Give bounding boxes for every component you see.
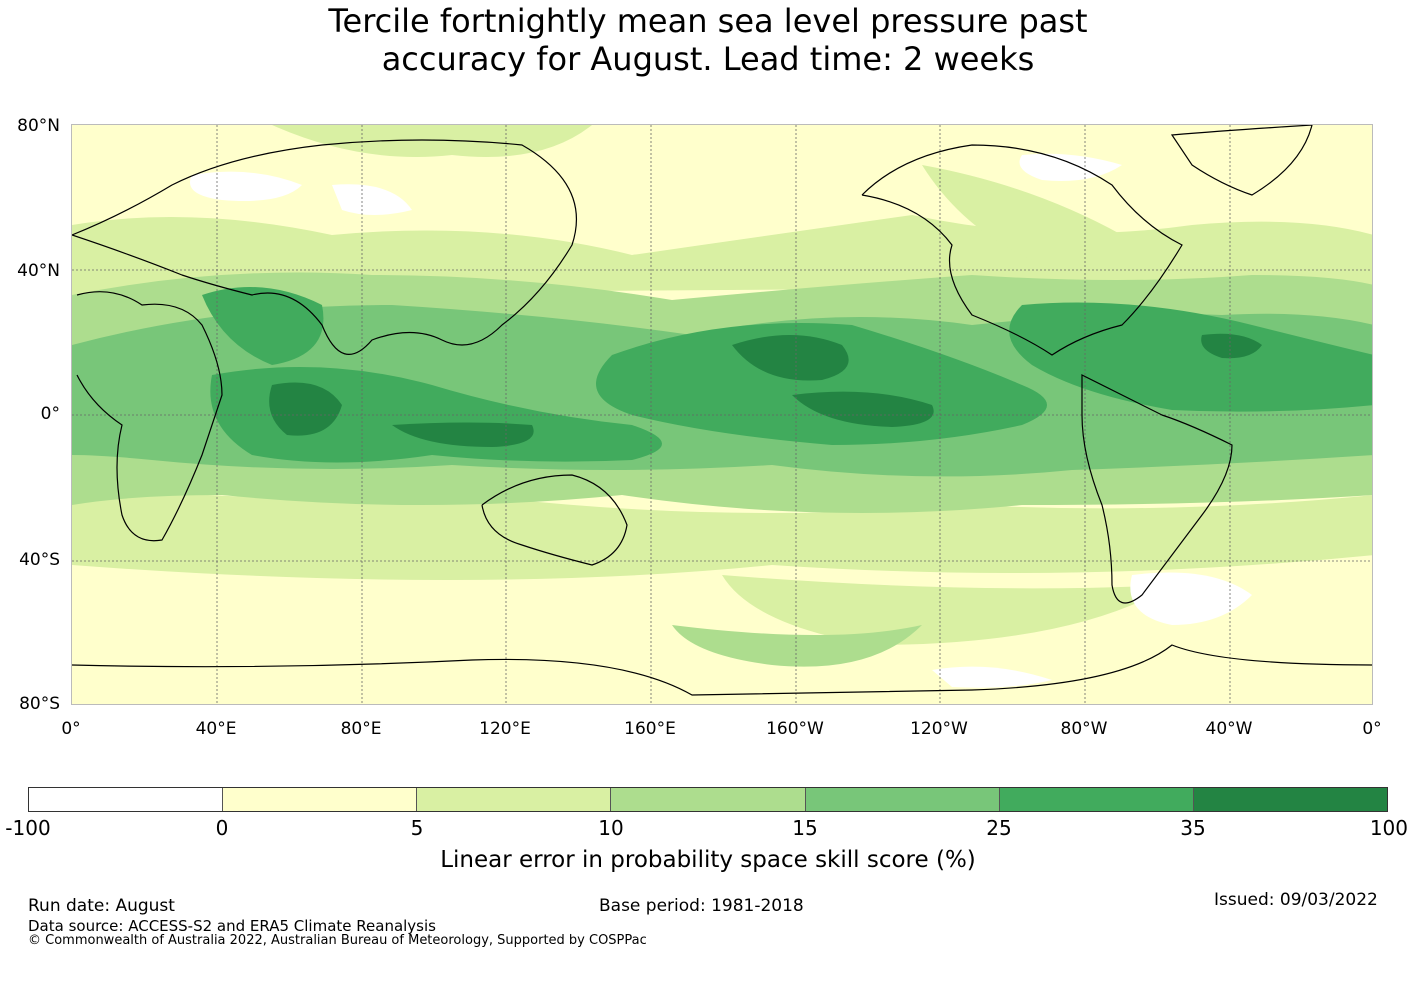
- colorbar-segment: [998, 788, 1193, 811]
- data-source: Data source: ACCESS-S2 and ERA5 Climate …: [28, 917, 436, 935]
- title-line-1: Tercile fortnightly mean sea level press…: [328, 2, 1088, 40]
- zone-5-10-southern-ocean: [722, 575, 1172, 645]
- colorbar-tick: 25: [986, 816, 1012, 840]
- coastline-greenland: [1170, 125, 1313, 196]
- title-line-2: accuracy for August. Lead time: 2 weeks: [381, 40, 1035, 78]
- lon-tick-0-right: 0°: [1362, 719, 1382, 739]
- zone-negative-siberia: [190, 171, 302, 201]
- coastlines: [72, 125, 1372, 696]
- graticule: [72, 125, 1372, 704]
- zone-5-10-arctic: [272, 125, 592, 157]
- colorbar-tick: 10: [598, 816, 624, 840]
- colorbar-segment: [804, 788, 999, 811]
- lon-tick-160e: 160°E: [624, 719, 676, 739]
- coastline-eurasia: [72, 139, 577, 355]
- lon-tick-80e: 80°E: [340, 719, 382, 739]
- lat-tick-40s: 40°S: [19, 550, 60, 570]
- zone-5-10: [72, 125, 1372, 645]
- colorbar-tick: 15: [792, 816, 818, 840]
- colorbar-tick: 0: [215, 816, 229, 840]
- zone-25-35-pacific: [596, 323, 1047, 445]
- zone-35-100-equatorial-pacific: [792, 391, 934, 427]
- coastline-south-america: [1081, 374, 1233, 604]
- zone-10-15-pacific: [672, 625, 922, 667]
- colorbar: [28, 787, 1388, 812]
- zone-35-100-atlantic: [1201, 333, 1262, 359]
- map-canvas: [72, 125, 1372, 704]
- map-title: Tercile fortnightly mean sea level press…: [0, 2, 1416, 78]
- coastline-antarctica: [72, 644, 1372, 696]
- zone-35-100-central-pacific: [732, 335, 849, 381]
- lon-tick-120w: 120°W: [910, 719, 968, 739]
- colorbar-segment: [610, 788, 805, 811]
- lon-tick-40e: 40°E: [195, 719, 237, 739]
- copyright: © Commonwealth of Australia 2022, Austra…: [28, 933, 647, 948]
- lon-tick-120e: 120°E: [479, 719, 531, 739]
- lon-tick-40w: 40°W: [1205, 719, 1253, 739]
- lat-tick-0: 0°: [40, 404, 60, 424]
- zone-25-35-middle-east: [202, 287, 324, 365]
- zone-negative-arctic: [332, 184, 412, 215]
- zone-35-100: [269, 333, 1262, 447]
- lat-tick-80n: 80°N: [17, 116, 60, 136]
- lat-tick-80s: 80°S: [19, 694, 60, 714]
- base-period: Base period: 1981-2018: [599, 896, 804, 916]
- zone-negative-south-atlantic: [1130, 572, 1252, 625]
- colorbar-tick: 5: [410, 816, 424, 840]
- zone-negative-antarctica: [932, 666, 1052, 688]
- colorbar-segment: [416, 788, 611, 811]
- zone-5-10-south: [72, 485, 1372, 580]
- colorbar-segment: [29, 788, 223, 811]
- skill-score-map: [71, 124, 1373, 705]
- colorbar-segment: [222, 788, 417, 811]
- colorbar-label: Linear error in probability space skill …: [440, 847, 976, 873]
- run-date: Run date: August: [28, 896, 175, 916]
- lon-tick-160w: 160°W: [766, 719, 824, 739]
- zone-negative: [190, 153, 1252, 688]
- colorbar-tick: 100: [1369, 816, 1408, 840]
- zone-negative-canada: [1019, 153, 1122, 181]
- issued-date: Issued: 09/03/2022: [1214, 890, 1378, 910]
- colorbar-tick: -100: [5, 816, 51, 840]
- coastline-north-america: [861, 144, 1183, 356]
- coastline-africa: [76, 291, 223, 542]
- colorbar-segment: [1192, 788, 1387, 811]
- coastline-australia: [481, 474, 628, 566]
- lon-tick-0: 0°: [61, 719, 81, 739]
- zone-5-10-americas: [922, 165, 1122, 275]
- zone-35-100-indian: [269, 382, 342, 436]
- lat-tick-40n: 40°N: [17, 261, 60, 281]
- zone-35-100-indonesia: [392, 422, 534, 447]
- lon-tick-80w: 80°W: [1060, 719, 1108, 739]
- colorbar-tick: 35: [1180, 816, 1206, 840]
